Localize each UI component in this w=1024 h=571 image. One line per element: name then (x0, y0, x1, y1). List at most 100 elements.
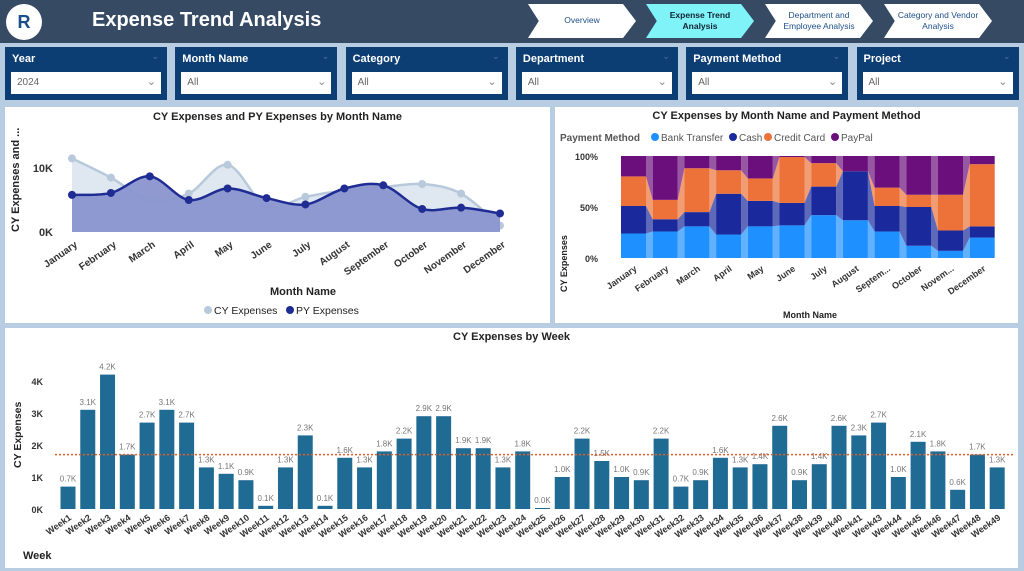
ribbon (963, 237, 970, 258)
bar-segment (684, 226, 710, 258)
ribbon (836, 215, 843, 258)
bar-segment (842, 220, 868, 258)
slicer-dropdown[interactable]: All ⌄ (521, 72, 672, 94)
nav-department-employee[interactable]: Department and Employee Analysis (765, 4, 873, 38)
slicer-year[interactable]: Year ⌄ 2024 ⌄ (5, 47, 167, 100)
data-label: 1.3K (277, 455, 294, 464)
ribbon (772, 225, 780, 258)
nav-expense-trend[interactable]: Expense Trend Analysis (646, 4, 754, 38)
bar-segment (906, 156, 932, 195)
data-label: 0.7K (60, 475, 77, 484)
ribbon (709, 168, 717, 213)
bar-segment (747, 200, 773, 227)
x-tick-label: January (42, 239, 80, 270)
bar (653, 438, 669, 509)
data-label: 2.1K (910, 430, 927, 439)
ribbon (836, 156, 843, 172)
legend-marker (729, 133, 737, 141)
slicer-dropdown[interactable]: All ⌄ (862, 72, 1013, 94)
bar (179, 422, 195, 509)
bar-segment (684, 212, 710, 227)
chevron-down-icon[interactable]: ⌄ (321, 51, 330, 61)
slicer-label: Payment Method (693, 53, 782, 65)
slicer-dropdown[interactable]: All ⌄ (181, 72, 332, 94)
chevron-down-icon: ⌄ (317, 76, 327, 88)
x-tick-label: November (422, 239, 468, 276)
bar (871, 422, 887, 509)
ribbon (804, 156, 812, 164)
data-label: 1.9K (475, 436, 492, 445)
data-point (68, 154, 76, 163)
bar-segment (811, 163, 837, 187)
bar (930, 451, 946, 509)
slicer-category[interactable]: Category ⌄ All ⌄ (345, 47, 508, 100)
bar-segment (906, 245, 932, 258)
bar (297, 435, 313, 509)
slicer-label: Month Name (182, 53, 249, 65)
y-tick-label: 1K (31, 473, 43, 483)
chevron-down-icon[interactable]: ⌄ (662, 51, 670, 61)
ribbon (867, 156, 875, 188)
data-label: 2.9K (435, 404, 452, 413)
legend-marker (651, 133, 659, 141)
bar (772, 425, 788, 509)
chevron-down-icon[interactable]: ⌄ (492, 51, 500, 61)
y-tick-label: 2K (31, 441, 43, 451)
slicer-label: Department (522, 53, 585, 65)
chevron-down-icon[interactable]: ⌄ (1002, 51, 1011, 61)
data-label: 1.1K (218, 462, 235, 471)
line-chart-panel: CY Expenses and PY Expenses by Month Nam… (5, 107, 550, 323)
data-point (262, 194, 271, 203)
bar-segment (842, 156, 868, 172)
y-tick-label: 0K (31, 505, 43, 515)
bar (732, 467, 748, 509)
legend-label: PayPal (841, 133, 873, 144)
slicer-department[interactable]: Department ⌄ All ⌄ (515, 47, 678, 100)
bar (515, 451, 531, 509)
ribbon (931, 207, 938, 251)
bar-segment (842, 171, 868, 221)
slicer-dropdown[interactable]: All ⌄ (692, 72, 843, 94)
bar-segment (684, 168, 710, 213)
slicer-dropdown[interactable]: All ⌄ (351, 72, 502, 94)
ribbon (963, 226, 970, 251)
stacked-chart-panel: CY Expenses by Month Name and Payment Me… (555, 107, 1018, 323)
ribbon (646, 205, 653, 234)
logo-text: R (17, 11, 31, 32)
ribbon (931, 245, 938, 258)
data-label: 2.6K (831, 414, 848, 423)
slicer-project[interactable]: Project ⌄ All ⌄ (856, 47, 1019, 100)
ribbon (677, 212, 685, 232)
y-tick-label: 4K (31, 377, 43, 387)
bar (495, 467, 511, 509)
nav-overview[interactable]: Overview (528, 4, 636, 38)
bar-segment (652, 231, 678, 258)
bar-segment (652, 219, 678, 232)
slicer-value: All (527, 77, 540, 88)
data-label: 1.7K (969, 443, 986, 452)
bar (574, 438, 590, 509)
bar (950, 489, 966, 509)
x-tick-label: March (675, 263, 702, 286)
chevron-down-icon: ⌄ (657, 76, 667, 88)
y-tick-label: 0% (585, 254, 598, 264)
data-point (145, 172, 154, 181)
chart-title: CY Expenses by Week (453, 331, 570, 343)
ribbon (646, 231, 653, 258)
slicer-dropdown[interactable]: 2024 ⌄ (11, 72, 161, 94)
slicer-month-name[interactable]: Month Name ⌄ All ⌄ (175, 47, 338, 100)
data-point (223, 160, 232, 169)
week-chart-panel: CY Expenses by Week 0K 1K 2K 3K 4K CY Expense… (5, 328, 1018, 568)
ribbon (677, 226, 685, 258)
x-tick-label: May (745, 263, 765, 281)
ribbon (899, 205, 907, 246)
x-tick-label: May (213, 239, 236, 259)
chevron-down-icon[interactable]: ⌄ (151, 51, 159, 61)
slicer-payment-method[interactable]: Payment Method ⌄ All ⌄ (686, 47, 849, 100)
page-title: Expense Trend Analysis (92, 9, 322, 31)
bar (633, 480, 649, 509)
chevron-down-icon[interactable]: ⌄ (832, 51, 841, 61)
nav-category-vendor[interactable]: Category and Vendor Analysis (884, 4, 992, 38)
ribbon (677, 168, 685, 220)
